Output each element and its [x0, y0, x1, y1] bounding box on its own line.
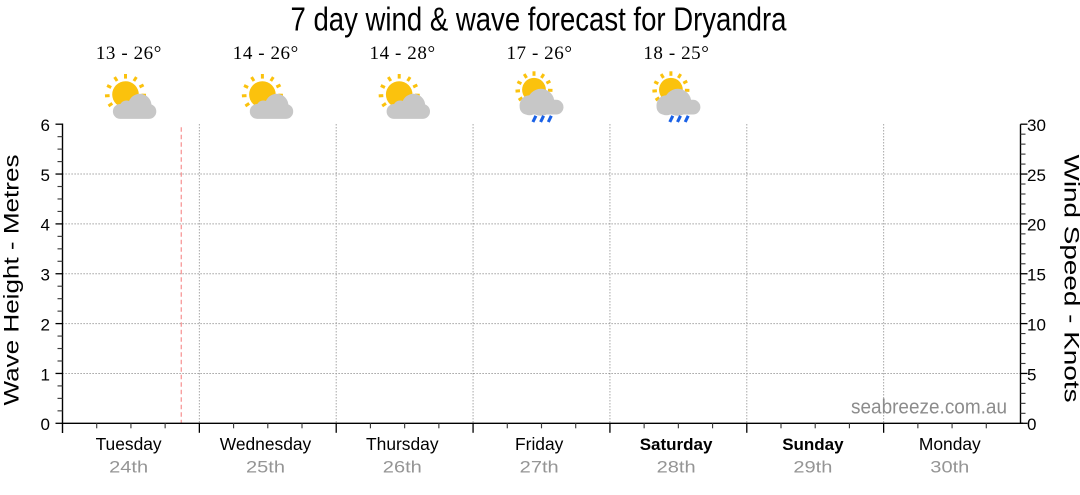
- svg-text:5: 5: [41, 166, 50, 185]
- svg-text:0: 0: [1027, 415, 1036, 434]
- svg-text:28th: 28th: [657, 458, 696, 477]
- svg-text:Saturday: Saturday: [640, 435, 713, 454]
- svg-text:1: 1: [41, 365, 50, 384]
- svg-text:2: 2: [41, 315, 50, 334]
- svg-text:Tuesday: Tuesday: [96, 434, 162, 454]
- svg-text:14 - 26°: 14 - 26°: [233, 43, 299, 64]
- svg-text:13 - 26°: 13 - 26°: [96, 43, 162, 64]
- svg-text:24th: 24th: [109, 458, 148, 477]
- svg-text:27th: 27th: [520, 458, 559, 477]
- svg-text:Wave Height - Metres: Wave Height - Metres: [0, 155, 24, 406]
- svg-text:Friday: Friday: [515, 434, 564, 454]
- svg-text:26th: 26th: [383, 458, 422, 477]
- svg-text:4: 4: [41, 216, 50, 235]
- svg-text:7 day wind & wave forecast for: 7 day wind & wave forecast for Dryandra: [291, 1, 788, 38]
- svg-text:10: 10: [1027, 315, 1046, 334]
- svg-text:3: 3: [41, 266, 50, 285]
- svg-text:15: 15: [1027, 266, 1046, 285]
- svg-text:20: 20: [1027, 216, 1046, 235]
- svg-text:Monday: Monday: [919, 434, 981, 454]
- svg-text:29th: 29th: [793, 458, 832, 477]
- svg-text:6: 6: [41, 116, 50, 135]
- svg-text:Thursday: Thursday: [366, 434, 439, 454]
- svg-text:30th: 30th: [930, 458, 969, 477]
- svg-text:0: 0: [41, 415, 50, 434]
- svg-text:17 - 26°: 17 - 26°: [506, 43, 572, 64]
- svg-text:Wind Speed - Knots: Wind Speed - Knots: [1060, 155, 1080, 403]
- svg-text:25: 25: [1027, 166, 1046, 185]
- svg-text:14 - 28°: 14 - 28°: [370, 43, 436, 64]
- svg-text:Sunday: Sunday: [782, 435, 844, 454]
- svg-text:seabreeze.com.au: seabreeze.com.au: [851, 397, 1007, 419]
- svg-text:25th: 25th: [246, 458, 285, 477]
- svg-text:30: 30: [1027, 116, 1046, 135]
- svg-text:5: 5: [1027, 365, 1036, 384]
- svg-text:18 - 25°: 18 - 25°: [643, 43, 709, 64]
- svg-text:Wednesday: Wednesday: [220, 434, 312, 454]
